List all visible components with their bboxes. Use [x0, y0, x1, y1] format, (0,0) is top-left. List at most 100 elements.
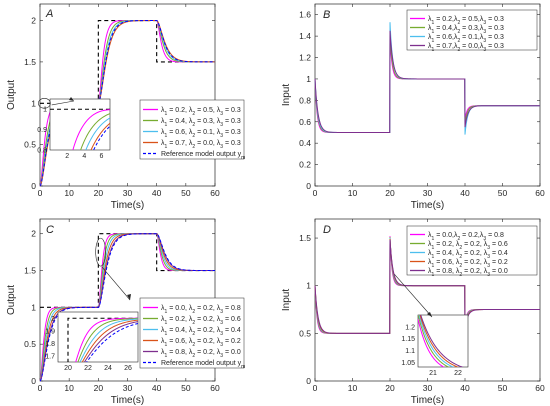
- inset-x-tick-label: 21: [429, 370, 437, 377]
- legend-label: λ1 = 0.0,λ2 = 0.2,λ3 = 0.8: [428, 232, 504, 242]
- x-tick-label: 20: [94, 383, 104, 393]
- x-tick-label: 0: [313, 188, 318, 198]
- reference-model-line: [39, 233, 215, 382]
- x-tick-label: 40: [460, 383, 470, 393]
- x-tick-label: 0: [38, 188, 43, 198]
- x-tick-label: 50: [498, 383, 508, 393]
- legend-label: λ1 = 0.2, λ2 = 0.5, λ3 = 0.3: [161, 107, 241, 117]
- legend-label: λ1 = 0.4, λ2 = 0.3, λ3 = 0.3: [161, 118, 241, 128]
- y-tick-label: 1: [31, 98, 36, 108]
- inset-y-tick-label: 1: [43, 107, 47, 114]
- inset-y-tick-label: 1.15: [401, 336, 415, 343]
- y-tick-label: 1: [31, 302, 36, 312]
- inset-series-line: [418, 315, 450, 367]
- x-tick-label: 30: [123, 383, 133, 393]
- x-tick-label: 0: [38, 383, 43, 393]
- legend: λ1 = 0.0, λ2 = 0.2, λ3 = 0.8λ1 = 0.2, λ2…: [139, 297, 245, 370]
- y-tick-label: 1: [306, 281, 311, 291]
- legend-label: λ1 = 0.2,λ2 = 0.5,λ3 = 0.3: [428, 16, 504, 26]
- inset-series-line: [72, 109, 110, 150]
- zoom-arrow: [51, 100, 75, 106]
- panel-B: 0 10 20 30 40 50 60 0 0.2 0.4 0.6 0.8 1 1.2 1.4 1.6 Time…: [281, 3, 545, 211]
- x-tick-label: 30: [123, 188, 133, 198]
- inset-series-line: [83, 321, 138, 362]
- x-tick-label: 40: [152, 383, 162, 393]
- y-tick-label: 1.5: [24, 57, 36, 67]
- x-tick-label: 0: [313, 383, 318, 393]
- legend-label: λ1 = 0.4,λ2 = 0.3,λ3 = 0.3: [428, 25, 504, 35]
- inset-series-line: [75, 317, 138, 362]
- y-tick-label: 0.2: [299, 160, 311, 170]
- zoom-ellipse: [95, 237, 106, 267]
- x-axis-label: Time(s): [411, 200, 445, 211]
- inset-frame: [57, 311, 139, 363]
- x-tick-label: 10: [348, 188, 358, 198]
- inset: [50, 108, 110, 150]
- inset: [418, 315, 464, 367]
- inset-series-line: [80, 113, 110, 150]
- inset: [67, 317, 138, 362]
- legend-label: λ1 = 0.6, λ2 = 0.2, λ3 = 0.2: [428, 259, 508, 269]
- zoom-ellipse: [38, 97, 51, 109]
- inset-series-line: [420, 315, 464, 367]
- legend-label: λ1 = 0.4, λ2 = 0.2, λ3 = 0.4: [428, 250, 508, 260]
- inset-frame: [417, 314, 469, 368]
- inset-y-tick-label: 1.7: [45, 353, 55, 360]
- y-axis-label: Output: [6, 80, 17, 110]
- x-tick-label: 50: [498, 188, 508, 198]
- inset-series-line: [418, 318, 445, 367]
- legend: λ1 = 0.0,λ2 = 0.2,λ3 = 0.8λ1 = 0.2, λ2 =…: [406, 225, 538, 278]
- legend-label: λ1 = 0.0, λ2 = 0.2, λ3 = 0.8: [161, 305, 241, 315]
- legend: λ1 = 0.2,λ2 = 0.5,λ3 = 0.3λ1 = 0.4,λ2 = …: [406, 9, 538, 53]
- inset-y-tick-label: 1.05: [401, 360, 415, 367]
- x-tick-label: 20: [385, 383, 395, 393]
- inset-x-tick-label: 2: [65, 153, 69, 160]
- inset-y-tick-label: 1.8: [45, 341, 55, 348]
- x-axis-label: Time(s): [111, 200, 145, 211]
- panel-letter: A: [45, 8, 53, 20]
- zoom-arrow: [394, 274, 433, 318]
- y-tick-label: 0.8: [299, 95, 311, 105]
- x-tick-label: 50: [181, 383, 191, 393]
- legend: λ1 = 0.2, λ2 = 0.5, λ3 = 0.3λ1 = 0.4, λ2…: [139, 99, 245, 161]
- x-tick-label: 30: [423, 383, 433, 393]
- series-line: [314, 30, 540, 133]
- y-tick-label: 1.5: [24, 266, 36, 276]
- x-tick-label: 10: [64, 383, 74, 393]
- legend-label: Reference model output ym: [161, 151, 245, 161]
- inset-y-tick-label: 0.8: [37, 148, 47, 155]
- y-axis-label: Output: [6, 285, 17, 315]
- x-tick-label: 60: [210, 383, 220, 393]
- inset-series-line: [77, 317, 138, 362]
- y-tick-label: 2: [31, 229, 36, 239]
- inset-reference-model-line: [93, 125, 110, 150]
- x-axis-label: Time(s): [411, 395, 445, 406]
- panel-D: 0 10 20 30 40 50 60 0 0.5 1 1.5 Time(s) Input D 21 22 1.…: [281, 218, 545, 406]
- zoom-arrow-head: [427, 312, 432, 317]
- y-tick-label: 1.5: [299, 233, 311, 243]
- x-tick-label: 40: [152, 188, 162, 198]
- x-tick-label: 10: [348, 383, 358, 393]
- legend-label: λ1 = 0.2, λ2 = 0.2, λ3 = 0.6: [428, 241, 508, 251]
- y-axis-label: Input: [281, 289, 292, 311]
- y-axis-label: Input: [281, 84, 292, 106]
- y-tick-label: 1.6: [299, 10, 311, 20]
- inset-series-line: [81, 319, 138, 362]
- legend-label: λ1 = 0.7,λ2 = 0.0,λ3 = 0.3: [428, 43, 504, 53]
- inset-y-tick-label: 1.2: [405, 324, 415, 331]
- inset-series-line: [419, 315, 459, 367]
- y-tick-label: 0.5: [299, 328, 311, 338]
- x-tick-label: 60: [210, 188, 220, 198]
- x-tick-label: 60: [535, 383, 545, 393]
- legend-label: λ1 = 0.6, λ2 = 0.2, λ3 = 0.2: [161, 338, 241, 348]
- y-tick-label: 0: [31, 181, 36, 191]
- inset-series-line: [90, 122, 110, 150]
- y-tick-label: 1.2: [299, 53, 311, 63]
- x-tick-label: 10: [64, 188, 74, 198]
- legend-label: λ1 = 0.7, λ2 = 0.0, λ3 = 0.3: [161, 140, 241, 150]
- y-tick-label: 0: [306, 181, 311, 191]
- zoom-arrow-head: [127, 294, 131, 300]
- legend-label: λ1 = 0.8, λ2 = 0.2, λ3 = 0.0: [428, 268, 508, 278]
